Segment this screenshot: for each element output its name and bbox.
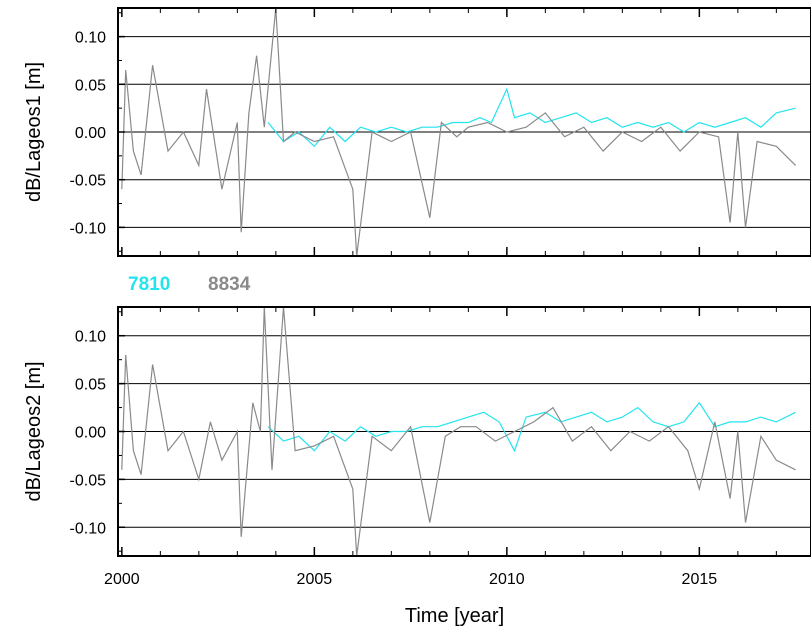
y-tick-label: -0.10 (70, 520, 107, 537)
x-axis-title: Time [year] (405, 605, 504, 627)
panel-top: 0.10 0.05 0.00 -0.05 -0.10 dB/Lageos1 [m] (23, 7, 811, 257)
x-tick-label: 2000 (104, 571, 140, 588)
legend-label-7810: 7810 (128, 274, 170, 295)
y-axis-title: dB/Lageos1 [m] (23, 62, 45, 202)
panel-bottom: 0.10 0.05 0.00 -0.05 -0.10 2000 2005 2010 2015 dB… (23, 306, 811, 627)
series-line-8834 (121, 8, 797, 256)
y-tick-label: 0.00 (75, 125, 106, 142)
y-axis-title: dB/Lageos2 [m] (23, 361, 45, 501)
y-tick-label: -0.10 (70, 220, 107, 237)
x-tick-label: 2010 (489, 571, 525, 588)
y-tick-label: 0.10 (75, 30, 106, 47)
y-tick-label: -0.05 (70, 173, 107, 190)
y-tick-label: 0.10 (75, 329, 106, 346)
y-tick-label: 0.00 (75, 425, 106, 442)
y-tick-label: -0.05 (70, 472, 107, 489)
y-tick-label: 0.05 (75, 77, 106, 94)
x-tick-label: 2005 (297, 571, 333, 588)
series-line-7810 (267, 401, 796, 453)
series-line-8834 (121, 307, 796, 556)
legend-label-8834: 8834 (208, 274, 251, 295)
y-tick-label: 0.05 (75, 377, 106, 394)
x-tick-label: 2015 (682, 571, 718, 588)
series-line-7810 (267, 87, 796, 148)
legend: 7810 8834 (128, 274, 251, 295)
